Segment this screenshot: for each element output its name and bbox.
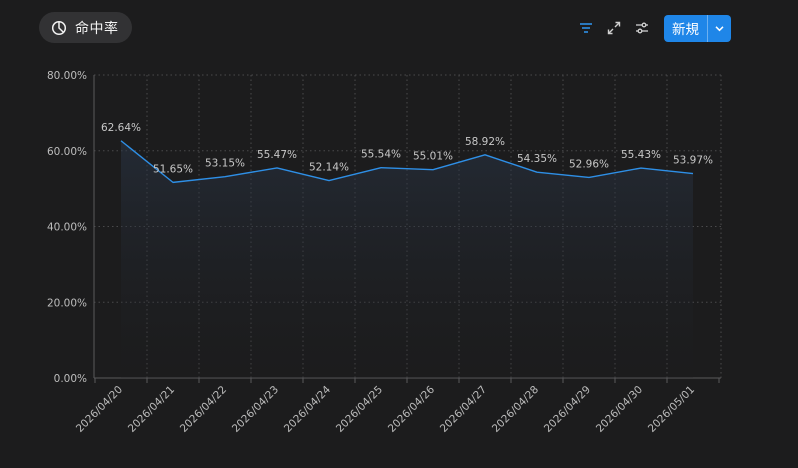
- y-tick-label: 40.00%: [47, 222, 87, 234]
- expand-icon: [607, 21, 621, 35]
- settings-button[interactable]: [628, 15, 656, 41]
- x-tick-label: 2026/04/23: [230, 384, 281, 435]
- chart-title: 命中率: [75, 20, 119, 37]
- data-label: 55.54%: [361, 149, 401, 161]
- data-label: 55.43%: [621, 149, 661, 161]
- y-tick-label: 20.00%: [47, 297, 87, 309]
- sliders-icon: [636, 22, 648, 34]
- new-dropdown-button[interactable]: [707, 14, 731, 42]
- y-tick-label: 60.00%: [47, 146, 87, 158]
- pie-chart-icon: [51, 20, 67, 35]
- y-tick-label: 80.00%: [47, 70, 87, 82]
- filter-icon: [580, 23, 592, 33]
- y-tick-label: 0.00%: [54, 373, 87, 385]
- data-label: 53.15%: [205, 158, 245, 170]
- chevron-down-icon: [715, 25, 724, 31]
- x-tick-label: 2026/04/22: [178, 384, 229, 435]
- x-tick-label: 2026/04/25: [334, 384, 385, 435]
- data-label: 62.64%: [101, 122, 141, 134]
- data-label: 51.65%: [153, 163, 193, 175]
- data-label: 53.97%: [673, 155, 713, 167]
- data-label: 55.01%: [413, 151, 453, 163]
- x-tick-label: 2026/04/24: [282, 383, 334, 435]
- data-label: 52.96%: [569, 158, 609, 170]
- new-button[interactable]: 新規: [672, 22, 699, 38]
- new-button-group: 新規: [664, 14, 731, 42]
- x-tick-label: 2026/04/20: [74, 384, 125, 435]
- series-line: [120, 140, 694, 184]
- chart-toolbar: 新規: [572, 14, 731, 42]
- data-label: 58.92%: [465, 136, 505, 148]
- x-tick-label: 2026/04/29: [542, 384, 593, 435]
- data-label: 54.35%: [517, 153, 557, 165]
- filter-button[interactable]: [572, 15, 600, 41]
- series-hit-rate: [120, 140, 694, 378]
- data-label: 55.47%: [257, 149, 297, 161]
- fullscreen-button[interactable]: [600, 15, 628, 41]
- x-tick-label: 2026/04/28: [490, 384, 541, 435]
- data-label: 52.14%: [309, 162, 349, 174]
- x-tick-label: 2026/04/21: [126, 384, 177, 435]
- data-labels: 62.64% 51.65% 53.15% 55.47% 52.14% 55.54% 55.0…: [101, 122, 713, 176]
- x-tick-label: 2026/04/26: [386, 383, 438, 435]
- series-area: [121, 140, 693, 378]
- chart-title-pill[interactable]: 命中率: [39, 12, 132, 43]
- x-tick-label: 2026/04/30: [594, 384, 645, 435]
- x-tick-label: 2026/04/27: [438, 384, 489, 435]
- x-tick-label: 2026/05/01: [646, 384, 697, 435]
